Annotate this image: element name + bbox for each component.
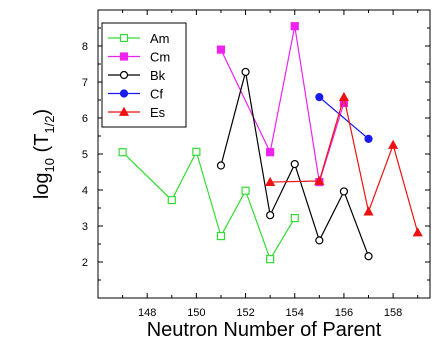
legend-item-am: Am: [108, 31, 170, 46]
data-point-es: [338, 91, 349, 101]
series-es: [265, 91, 423, 237]
data-point-bk: [216, 161, 226, 170]
legend-marker-bk: [119, 70, 129, 80]
data-point-cm: [216, 45, 226, 54]
series-cf: [315, 93, 373, 143]
data-point-bk: [364, 252, 373, 261]
data-point-am: [241, 186, 250, 195]
y-axis-title-open: (T: [31, 134, 53, 158]
data-point-bk: [339, 187, 349, 196]
data-point-es: [363, 206, 374, 216]
data-point-am: [167, 195, 176, 205]
y-tick-label: 5: [82, 149, 88, 161]
data-point-am: [216, 231, 226, 241]
y-tick-label: 6: [82, 113, 88, 125]
y-axis-title-subscript-2: 1/2: [42, 115, 57, 133]
legend-marker-cf: [119, 89, 129, 98]
data-point-cm: [266, 148, 275, 157]
data-point-es: [265, 176, 276, 186]
data-point-am: [118, 148, 127, 157]
series-line-es: [270, 96, 419, 233]
legend-marker-es: [118, 106, 130, 116]
y-tick-label: 8: [82, 41, 88, 53]
series-am: [118, 147, 299, 264]
data-point-bk: [241, 67, 250, 77]
series-bk: [216, 67, 373, 261]
legend-label-cf: Cf: [150, 87, 163, 102]
data-point-es: [412, 227, 423, 237]
legend-item-bk: Bk: [108, 68, 166, 83]
data-point-es: [388, 139, 399, 149]
series-line-cf: [318, 96, 369, 140]
x-tick-label: 156: [335, 307, 353, 319]
legend: Am Cm Bk Cf Es: [101, 22, 187, 128]
axis-ticks: 148 150 152 154 156 158 2 3 4 5 6 7 8: [82, 10, 430, 319]
legend-label-es: Es: [150, 105, 166, 120]
x-tick-label: 158: [384, 307, 402, 319]
legend-item-es: Es: [108, 105, 166, 120]
legend-item-cf: Cf: [108, 87, 163, 102]
y-axis-title: log10 (T1/2): [31, 109, 57, 199]
data-point-es: [314, 175, 325, 185]
y-axis-title-subscript: 10: [42, 158, 57, 172]
data-point-bk: [290, 159, 299, 169]
legend-label-am: Am: [150, 31, 170, 46]
y-tick-label: 7: [82, 77, 88, 89]
legend-marker-cm: [119, 52, 129, 61]
data-point-cm: [290, 22, 299, 31]
legend-label-bk: Bk: [150, 68, 166, 83]
data-point-cf: [315, 93, 324, 102]
data-point-am: [192, 147, 201, 156]
x-tick-label: 152: [236, 307, 254, 319]
legend-marker-am: [119, 33, 129, 43]
x-tick-label: 154: [286, 307, 304, 319]
data-point-bk: [315, 236, 324, 245]
y-tick-label: 3: [82, 221, 88, 233]
data-point-am: [266, 255, 275, 264]
y-tick-label: 2: [82, 257, 88, 269]
y-axis-title-close: ): [31, 109, 53, 116]
y-tick-label: 4: [82, 185, 88, 197]
data-point-bk: [266, 211, 275, 220]
legend-label-cm: Cm: [150, 50, 170, 65]
data-point-cf: [364, 134, 373, 143]
data-point-am: [290, 213, 299, 223]
series-layer: [118, 22, 423, 264]
y-axis-title-base: log: [31, 172, 53, 199]
x-axis-title: Neutron Number of Parent: [147, 319, 382, 341]
x-tick-label: 148: [138, 307, 156, 319]
x-tick-label: 150: [187, 307, 205, 319]
legend-item-cm: Cm: [108, 50, 170, 65]
